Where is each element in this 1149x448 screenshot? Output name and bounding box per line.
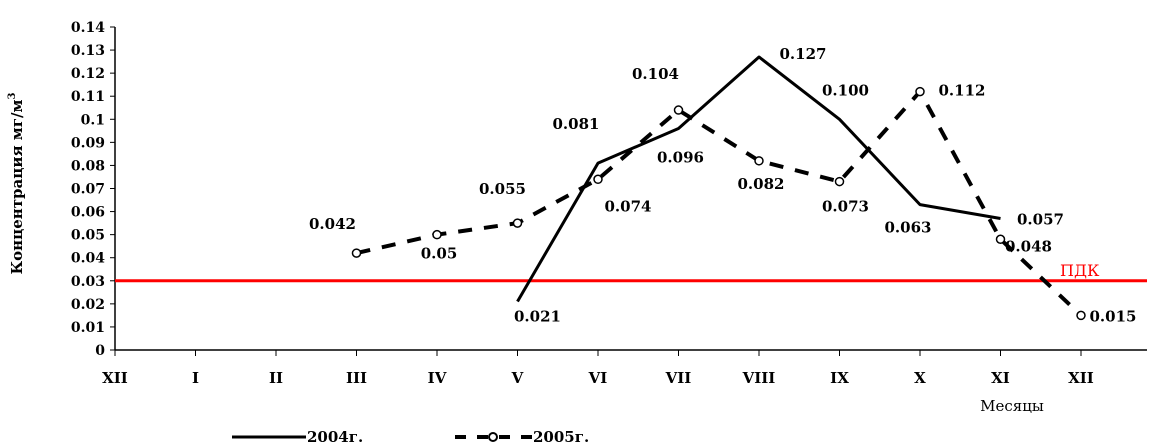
data-label-2004: 0.021 bbox=[514, 308, 561, 326]
legend-2005-label: 2005г. bbox=[533, 428, 589, 446]
y-tick-label: 0.13 bbox=[71, 43, 105, 59]
series-2005-marker bbox=[351, 248, 362, 258]
x-tick-label: I bbox=[192, 369, 199, 387]
data-label-2005: 0.104 bbox=[632, 65, 679, 83]
y-tick-label: 0.11 bbox=[71, 89, 105, 105]
series-2005-marker bbox=[673, 105, 684, 115]
y-tick-label: 0.01 bbox=[71, 320, 105, 336]
y-tick-label: 0.02 bbox=[71, 297, 105, 313]
data-label-2004: 0.096 bbox=[657, 149, 704, 167]
y-tick-label: 0.06 bbox=[71, 205, 105, 221]
axes-layer: 0 0.01 0.02 0.03 0.04 0.05 0.06 0.07 0.08 0.09 0.1… bbox=[7, 20, 1147, 415]
x-tick-label: III bbox=[346, 369, 367, 387]
series-2005-marker bbox=[995, 234, 1006, 245]
y-tick-label: 0.08 bbox=[71, 158, 105, 174]
series-2005-marker bbox=[834, 176, 845, 187]
x-tick-label: XI bbox=[991, 369, 1010, 387]
data-label-2004: 0.127 bbox=[780, 45, 827, 63]
y-tick-label: 0.03 bbox=[71, 274, 105, 290]
x-tick-label: II bbox=[269, 369, 283, 387]
data-label-2005: 0.112 bbox=[939, 82, 986, 100]
reference-line-label: ПДК bbox=[1060, 261, 1100, 280]
data-label-2005: 0.05 bbox=[421, 245, 458, 263]
series-2005-marker bbox=[754, 156, 764, 166]
series-2005-marker bbox=[915, 86, 925, 97]
y-tick-label: 0.09 bbox=[71, 135, 105, 151]
data-label-2005: 0.073 bbox=[822, 198, 869, 216]
x-tick-label: VIII bbox=[742, 369, 776, 387]
series-2005-marker bbox=[1076, 310, 1086, 321]
x-tick-label: XII bbox=[102, 369, 128, 387]
y-tick-label: 0.05 bbox=[71, 228, 105, 244]
x-tick-label: V bbox=[511, 369, 524, 387]
data-label-2005: 0.074 bbox=[605, 197, 652, 215]
legend-2005-marker bbox=[488, 432, 498, 442]
y-tick-label: 0.07 bbox=[71, 182, 105, 198]
x-axis-title: Месяцы bbox=[980, 397, 1044, 415]
data-label-2004: 0.100 bbox=[822, 81, 869, 99]
y-tick-label: 0.12 bbox=[71, 66, 105, 82]
x-tick-label: VI bbox=[588, 369, 608, 387]
data-labels-layer: 0.021 0.081 0.096 0.127 0.100 0.063 0.057 0.042… bbox=[309, 45, 1136, 326]
series-layer bbox=[351, 55, 1086, 321]
y-tick-label: 0.04 bbox=[71, 251, 105, 267]
data-label-2004: 0.057 bbox=[1017, 210, 1064, 228]
data-label-2005: 0.048 bbox=[1005, 237, 1052, 255]
x-tick-label: X bbox=[914, 369, 926, 387]
legend-layer: 2004г. 2005г. bbox=[232, 428, 589, 446]
data-label-2005: 0.082 bbox=[738, 175, 785, 193]
y-axis-title: Концентрация мг/м3 bbox=[7, 92, 26, 274]
data-label-2005: 0.055 bbox=[479, 180, 526, 198]
legend-2004-label: 2004г. bbox=[307, 428, 363, 446]
series-2005-marker bbox=[512, 218, 523, 228]
data-label-2005: 0.042 bbox=[309, 215, 356, 233]
x-tick-label: IX bbox=[830, 369, 849, 387]
x-tick-label: IV bbox=[428, 369, 447, 387]
series-2005-marker bbox=[593, 174, 603, 185]
data-label-2004: 0.063 bbox=[885, 219, 932, 237]
reference-line-layer: ПДК bbox=[115, 261, 1147, 283]
x-tick-label: VII bbox=[665, 369, 692, 387]
data-label-2005: 0.015 bbox=[1090, 307, 1137, 325]
y-tick-label: 0.14 bbox=[71, 20, 105, 36]
y-tick-label: 0.1 bbox=[81, 112, 105, 128]
series-2004-line bbox=[516, 55, 1001, 303]
data-label-2004: 0.081 bbox=[553, 115, 600, 133]
x-tick-label: XII bbox=[1068, 369, 1094, 387]
y-tick-label: 0 bbox=[95, 343, 105, 359]
series-2005-marker bbox=[432, 229, 442, 240]
